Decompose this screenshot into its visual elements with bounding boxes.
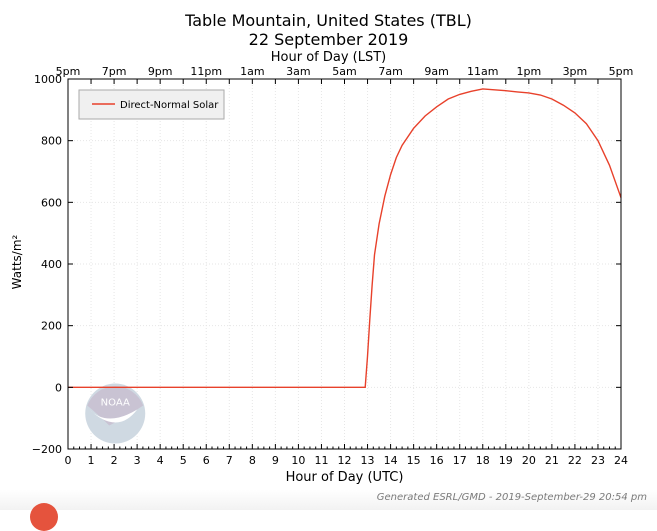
x-tick-label: 17 (453, 454, 467, 467)
noaa-logo: NOAA (85, 383, 146, 444)
x-tick-label: 22 (568, 454, 582, 467)
x-tick-label: 20 (522, 454, 536, 467)
x2-tick-label: 3pm (563, 65, 588, 78)
x-tick-label: 24 (614, 454, 628, 467)
x-tick-label: 15 (407, 454, 421, 467)
x2-tick-label: 7am (378, 65, 402, 78)
x2-tick-label: 1pm (516, 65, 541, 78)
x2-axis-label: Hour of Day (LST) (270, 50, 387, 65)
x2-tick-label: 5pm (56, 65, 81, 78)
chart-page: Table Mountain, United States (TBL) 22 S… (0, 11, 657, 531)
y-tick-label: 400 (41, 258, 62, 271)
x2-tick-label: 11pm (190, 65, 222, 78)
x2-tick-label: 5am (332, 65, 356, 78)
x-tick-label: 23 (591, 454, 605, 467)
x-tick-label: 10 (291, 454, 305, 467)
x-tick-label: 8 (249, 454, 256, 467)
red-circle-button[interactable] (30, 503, 58, 531)
x2-tick-label: 9am (424, 65, 448, 78)
x-tick-label: 18 (476, 454, 490, 467)
noaa-logo-bird (87, 386, 144, 426)
x-tick-label: 6 (203, 454, 210, 467)
legend-label: Direct-Normal Solar (120, 100, 219, 111)
x-tick-label: 9 (272, 454, 279, 467)
x-tick-label: 1 (88, 454, 95, 467)
chart-subtitle: 22 September 2019 (248, 30, 409, 49)
x-tick-label: 0 (65, 454, 72, 467)
noaa-logo-wing (89, 409, 138, 423)
x-tick-label: 14 (384, 454, 398, 467)
x2-tick-label: 5pm (609, 65, 634, 78)
generated-text: Generated ESRL/GMD - 2019-September-29 2… (376, 492, 647, 503)
x-tick-label: 4 (157, 454, 164, 467)
y-tick-label: 200 (41, 320, 62, 333)
x2-tick-label: 11am (467, 65, 498, 78)
noaa-logo-text: NOAA (101, 398, 130, 409)
x-axis-label: Hour of Day (UTC) (286, 470, 404, 485)
x2-tick-label: 9pm (148, 65, 173, 78)
x-tick-label: 3 (134, 454, 141, 467)
legend: Direct-Normal Solar (78, 89, 225, 120)
x-tick-label: 12 (338, 454, 352, 467)
x2-tick-label: 1am (240, 65, 264, 78)
x-tick-label: 21 (545, 454, 559, 467)
x-tick-label: 13 (361, 454, 375, 467)
y-tick-label: 0 (55, 381, 62, 394)
y-tick-label: 800 (41, 135, 62, 148)
y-tick-label: 1000 (34, 73, 62, 86)
y-axis-label: Watts/m² (10, 234, 24, 289)
y-tick-label: −200 (32, 443, 62, 456)
y-tick-label: 600 (41, 196, 62, 209)
x-tick-label: 16 (430, 454, 444, 467)
x-tick-label: 11 (314, 454, 328, 467)
x2-tick-label: 7pm (102, 65, 127, 78)
x2-tick-label: 3am (286, 65, 310, 78)
x-tick-label: 5 (180, 454, 187, 467)
x-tick-label: 19 (499, 454, 513, 467)
chart-title: Table Mountain, United States (TBL) (185, 11, 472, 30)
footer-bar (0, 490, 657, 510)
grid-group (68, 79, 621, 449)
x-tick-label: 7 (226, 454, 233, 467)
x-tick-label: 2 (111, 454, 118, 467)
series-line (68, 88, 622, 388)
